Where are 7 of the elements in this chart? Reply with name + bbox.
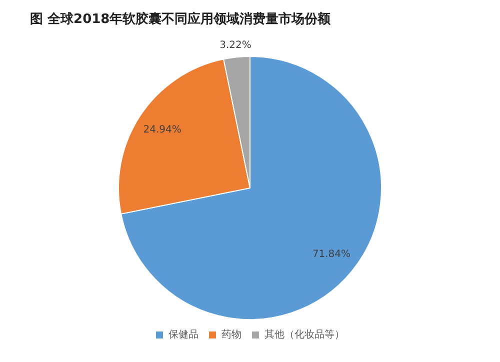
data-label: 71.84%	[312, 249, 350, 260]
data-label: 3.22%	[220, 40, 252, 51]
chart-title: 图 全球2018年软胶囊不同应用领域消费量市场份额	[29, 10, 332, 29]
legend-label: 药物	[222, 328, 242, 341]
legend-label: 其他（化妆品等）	[264, 328, 344, 341]
data-label: 24.94%	[143, 124, 182, 136]
legend-label: 保健品	[168, 330, 198, 341]
